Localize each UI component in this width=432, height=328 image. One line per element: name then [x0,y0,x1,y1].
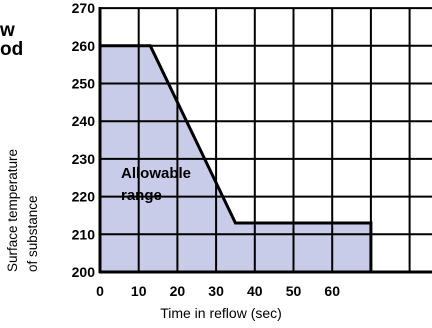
y-tick-label-210: 210 [72,226,96,242]
heading-fragment-line1: w [0,20,15,41]
allowable-region [100,45,371,272]
y-tick-label-260: 260 [72,38,96,54]
y-tick-label-250: 250 [72,76,96,92]
x-tick-label-0: 0 [96,283,104,299]
y-tick-label-200: 200 [72,264,96,280]
x-tick-label-60: 60 [324,283,340,299]
region-label-line1: Allowable [121,165,191,182]
heading-fragment-line2: od [0,39,24,60]
y-tick-label-220: 220 [72,189,96,205]
x-tick-label-50: 50 [286,283,302,299]
region-label-line2: range [121,187,162,204]
x-axis-label: Time in reflow (sec) [160,305,282,321]
y-tick-label-270: 270 [72,0,96,16]
x-tick-label-40: 40 [247,283,263,299]
x-tick-label-20: 20 [170,283,186,299]
x-tick-label-10: 10 [131,283,147,299]
x-tick-label-30: 30 [208,283,224,299]
y-tick-label-240: 240 [72,113,96,129]
y-tick-label-230: 230 [72,151,96,167]
